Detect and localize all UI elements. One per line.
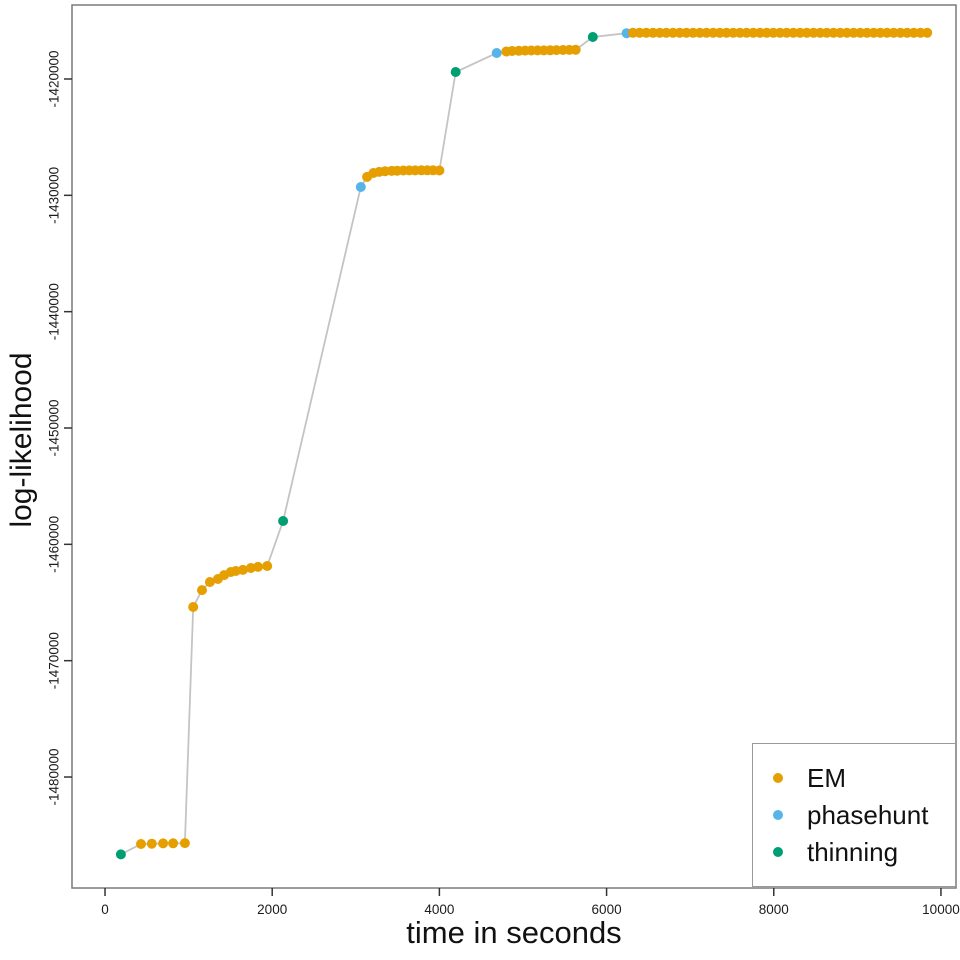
- x-axis-title: time in seconds: [406, 915, 622, 950]
- data-point-em: [204, 577, 215, 587]
- data-point-em: [136, 839, 146, 849]
- data-point-em: [197, 585, 207, 596]
- y-tick-label: -1460000: [47, 516, 62, 573]
- data-point-em: [146, 838, 157, 849]
- data-point-em: [179, 838, 190, 849]
- x-tick-label: 6000: [592, 902, 622, 917]
- data-point-em: [253, 561, 263, 572]
- legend: EM phasehunt thinning: [752, 743, 956, 887]
- legend-label-phasehunt: phasehunt: [807, 800, 929, 830]
- y-tick-label: -1470000: [47, 632, 62, 689]
- legend-marker-em-icon: [773, 773, 783, 783]
- y-tick-label: -1450000: [47, 399, 62, 456]
- x-tick-label: 8000: [759, 902, 789, 917]
- legend-marker-phasehunt-icon: [773, 810, 783, 820]
- legend-marker-thinning-icon: [773, 847, 783, 857]
- data-point-em: [434, 165, 445, 176]
- data-point-thinning: [450, 67, 461, 77]
- data-point-em: [168, 838, 179, 849]
- x-tick-label: 4000: [424, 902, 454, 917]
- y-tick-label: -1430000: [47, 167, 62, 224]
- data-point-em: [158, 838, 169, 849]
- legend-label-em: EM: [807, 763, 846, 793]
- y-tick-label: -1420000: [47, 50, 62, 107]
- y-tick-label: -1480000: [47, 748, 62, 805]
- y-tick-label: -1440000: [47, 283, 62, 340]
- plot-box: [71, 4, 957, 889]
- data-point-em: [237, 564, 248, 575]
- data-point-em: [922, 27, 933, 38]
- x-tick-label: 10000: [922, 902, 960, 917]
- x-tick-label: 2000: [257, 902, 287, 917]
- data-point-em: [262, 561, 273, 571]
- x-tick-label: 0: [101, 902, 109, 917]
- data-point-thinning: [278, 516, 289, 526]
- data-point-em: [570, 44, 581, 55]
- data-point-thinning: [115, 849, 126, 860]
- data-point-phasehunt: [355, 182, 366, 192]
- data-point-phasehunt: [491, 48, 502, 58]
- legend-item-em: EM: [773, 760, 955, 797]
- data-point-thinning: [587, 32, 598, 42]
- legend-label-thinning: thinning: [807, 837, 899, 867]
- legend-item-phasehunt: phasehunt: [773, 797, 955, 834]
- legend-item-thinning: thinning: [773, 834, 955, 871]
- y-axis-title: log-likelihood: [5, 352, 38, 528]
- data-point-em: [188, 602, 199, 612]
- trajectory-line: [120, 31, 928, 856]
